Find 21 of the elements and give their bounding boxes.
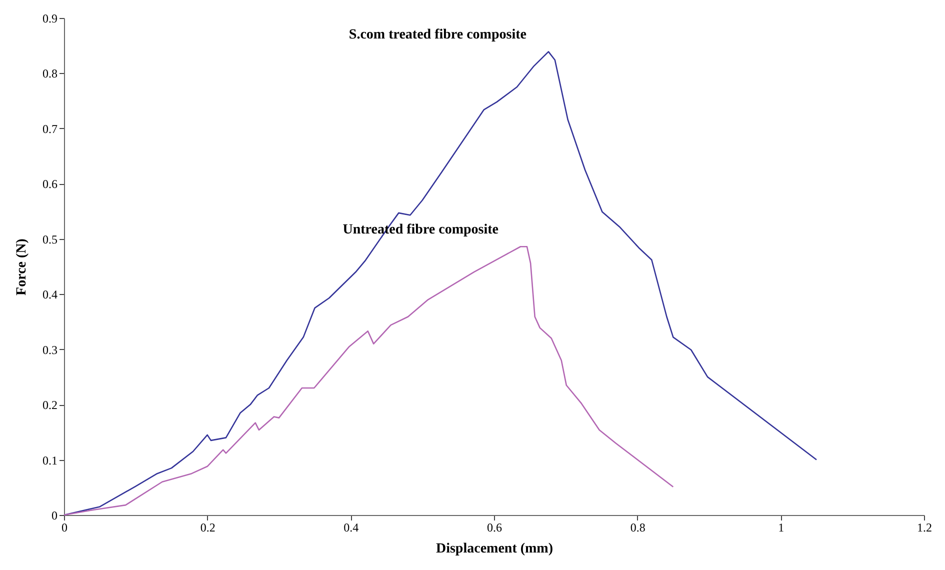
y-tick-label: 0.4 [42, 288, 58, 302]
y-tick-label: 0.6 [42, 177, 58, 192]
x-tick-label: 1.2 [917, 520, 932, 534]
x-axis-title: Displacement (mm) [436, 542, 554, 556]
series-label: S.com treated fibre composite [348, 28, 526, 43]
line-series [63, 246, 674, 516]
x-tick-label: 0 [62, 520, 68, 534]
x-tick-label: 0.2 [200, 520, 216, 534]
x-tick-label: 0.8 [630, 520, 646, 534]
y-tick-label: 0 [52, 508, 58, 522]
y-tick-label: 0.7 [42, 122, 58, 136]
y-tick-label: 0.1 [42, 453, 58, 468]
y-tick-label: 0.8 [42, 66, 58, 81]
y-tick-label: 0.9 [42, 12, 58, 26]
y-axis-title: Force (N) [14, 238, 30, 296]
x-tick-label: 0.4 [344, 520, 359, 534]
y-tick-label: 0.5 [42, 232, 58, 246]
x-tick-label: 0.6 [487, 520, 502, 534]
y-tick-label: 0.2 [42, 398, 58, 412]
x-tick-label: 1 [778, 520, 784, 534]
y-tick-label: 0.3 [42, 342, 58, 357]
